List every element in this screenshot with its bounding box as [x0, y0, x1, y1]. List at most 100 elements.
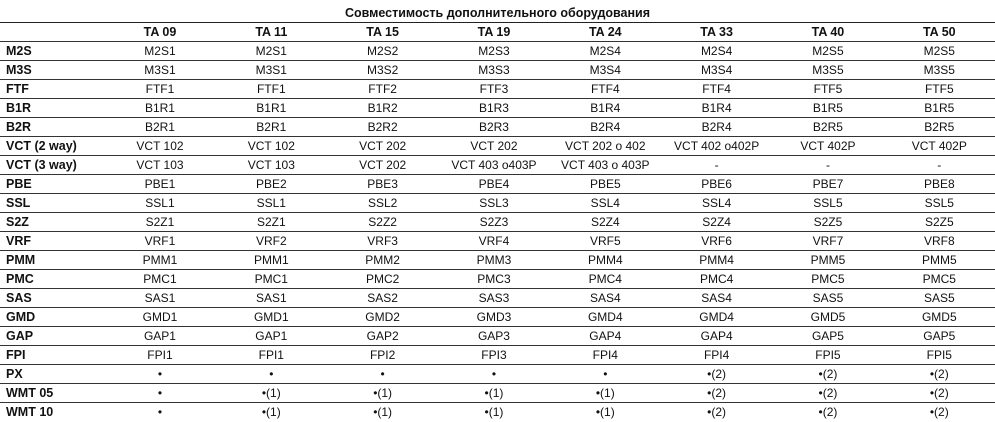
table-cell: PBE1	[104, 174, 216, 194]
table-cell: VCT 402 o402P	[660, 136, 773, 156]
table-cell: •(1)	[484, 405, 504, 419]
table-cell: SAS4	[660, 288, 773, 308]
table-cell: •(1)	[438, 383, 550, 403]
table-cell: VRF8	[883, 231, 995, 251]
table-cell: •	[549, 364, 661, 384]
table-cell: •(2)	[929, 405, 949, 419]
row-label: S2Z	[0, 212, 105, 232]
table-row: FPI FPI1 FPI1 FPI2 FPI3 FPI4 FPI4 FPI5 FPI5	[0, 345, 995, 365]
table-cell: B2R1	[215, 117, 327, 137]
table-cell: FPI4	[660, 345, 773, 365]
column-header: TA 33	[660, 23, 773, 42]
table-cell: GMD5	[772, 307, 884, 327]
table-cell: S2Z4	[660, 212, 773, 232]
table-cell: •(2)	[818, 405, 838, 419]
table-cell: PMC3	[438, 269, 550, 289]
table-cell: VRF1	[104, 231, 216, 251]
table-cell: SAS2	[326, 288, 439, 308]
table-cell: GAP3	[438, 326, 550, 346]
table-cell: M3S5	[772, 60, 884, 80]
table-cell: M3S2	[326, 60, 439, 80]
table-cell: •(2)	[772, 364, 884, 384]
column-header: TA 24	[549, 23, 661, 42]
row-label: WMT 10	[6, 405, 54, 419]
table-cell: FTF2	[326, 79, 439, 99]
table-cell: FTF4	[549, 79, 661, 99]
table-cell: VCT 102	[104, 136, 216, 156]
table-cell: M3S4	[549, 60, 661, 80]
table-cell: FPI1	[104, 345, 216, 365]
table-row: B2R B2R1 B2R1 B2R2 B2R3 B2R4 B2R4 B2R5 B2R5	[0, 117, 995, 137]
table-cell: B2R5	[883, 117, 995, 137]
row-label: M3S	[0, 60, 105, 80]
table-cell: PMC5	[883, 269, 995, 289]
table-cell: VRF4	[438, 231, 550, 251]
table-cell: B1R5	[772, 98, 884, 118]
table-cell: FPI5	[772, 345, 884, 365]
table-cell: M2S4	[660, 41, 773, 61]
table-cell: -	[883, 155, 995, 175]
table-cell: B1R4	[549, 98, 661, 118]
table-cell: -	[772, 155, 884, 175]
table-cell: SAS3	[438, 288, 550, 308]
table-cell: S2Z4	[549, 212, 661, 232]
row-label: SAS	[0, 288, 105, 308]
table-row: VCT (3 way) VCT 103 VCT 103 VCT 202 VCT 403 …	[0, 155, 995, 175]
table-cell: M2S2	[326, 41, 439, 61]
table-row: B1R B1R1 B1R1 B1R2 B1R3 B1R4 B1R4 B1R5 B1R5	[0, 98, 995, 118]
table-cell: VCT 103	[215, 155, 327, 175]
table-cell: •(1)	[373, 405, 393, 419]
table-cell: PMM1	[215, 250, 327, 270]
table-cell: PBE2	[215, 174, 327, 194]
row-label: B1R	[0, 98, 105, 118]
table-cell: VCT 403 o403P	[438, 155, 550, 175]
table-cell: B1R4	[660, 98, 773, 118]
table-row: S2Z S2Z1 S2Z1 S2Z2 S2Z3 S2Z4 S2Z4 S2Z5 S2Z5	[0, 212, 995, 232]
row-label: WMT 05	[0, 383, 105, 403]
table-row: PX • • • • • •(2) •(2) •(2)	[0, 364, 995, 384]
table-cell: FPI3	[438, 345, 550, 365]
table-cell: M3S5	[883, 60, 995, 80]
table-cell: M3S3	[438, 60, 550, 80]
table-cell: S2Z2	[326, 212, 439, 232]
table-cell: VRF2	[215, 231, 327, 251]
row-label: SSL	[0, 193, 105, 213]
table-cell: B2R5	[772, 117, 884, 137]
table-cell: B2R3	[438, 117, 550, 137]
table-cell: SAS5	[772, 288, 884, 308]
table-cell: FPI4	[549, 345, 661, 365]
compatibility-table: TA 09 TA 11 TA 15 TA 19 TA 24 TA 33 TA 40 TA 50…	[0, 23, 995, 421]
table-cell: FTF4	[660, 79, 773, 99]
table-row: M3S M3S1 M3S1 M3S2 M3S3 M3S4 M3S4 M3S5 M3S5	[0, 60, 995, 80]
table-cell: PMC4	[549, 269, 661, 289]
row-label: PX	[0, 364, 105, 384]
table-cell: SSL4	[660, 193, 773, 213]
table-row: VRF VRF1 VRF2 VRF3 VRF4 VRF5 VRF6 VRF7 VRF8	[0, 231, 995, 251]
table-cell: •(2)	[883, 383, 995, 403]
table-cell: •	[326, 364, 439, 384]
table-cell: GMD2	[326, 307, 439, 327]
row-label: GMD	[0, 307, 105, 327]
table-body: M2S M2S1 M2S1 M2S2 M2S3 M2S4 M2S4 M2S5 M2S5 M3S M3…	[0, 41, 995, 422]
table-cell: SAS1	[215, 288, 327, 308]
table-cell: •	[104, 364, 216, 384]
table-cell: PMC4	[660, 269, 773, 289]
table-cell: M2S1	[215, 41, 327, 61]
table-cell: PMC1	[104, 269, 216, 289]
table-cell: VCT 402P	[772, 136, 884, 156]
table-cell: M2S5	[772, 41, 884, 61]
table-cell: SSL1	[104, 193, 216, 213]
table-cell: PBE8	[883, 174, 995, 194]
row-label: PMC	[0, 269, 105, 289]
table-cell: S2Z5	[883, 212, 995, 232]
table-cell: •(1)	[549, 383, 661, 403]
table-cell: PMM5	[772, 250, 884, 270]
table-cell: SAS1	[104, 288, 216, 308]
table-cell: M3S1	[215, 60, 327, 80]
table-cell: VCT 202 o 402	[549, 136, 661, 156]
table-row: PMC PMC1 PMC1 PMC2 PMC3 PMC4 PMC4 PMC5 PMC5	[0, 269, 995, 289]
table-cell: B2R4	[549, 117, 661, 137]
table-cell: •(1)	[326, 383, 439, 403]
table-cell: GAP4	[549, 326, 661, 346]
